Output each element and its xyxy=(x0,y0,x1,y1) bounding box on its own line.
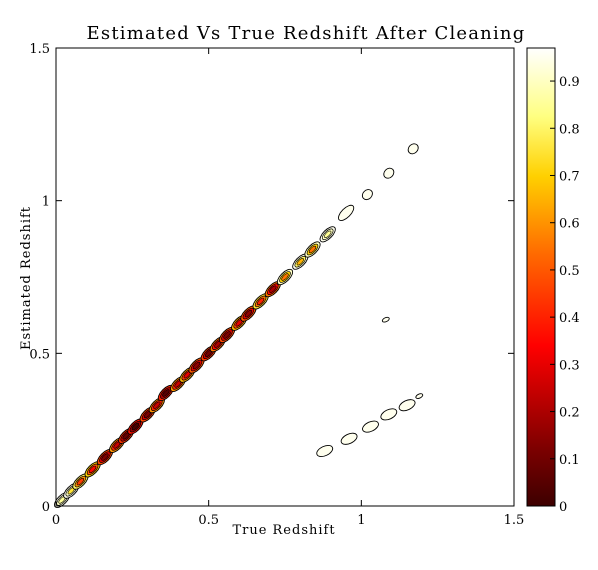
contour-blob xyxy=(304,241,321,258)
contour-blob xyxy=(383,167,395,179)
contour-outer-ring xyxy=(381,316,390,323)
colorbar-tick-label: 0.2 xyxy=(559,406,580,421)
contour-core xyxy=(192,361,201,370)
contour-blob xyxy=(415,393,424,399)
contour-marks xyxy=(54,143,424,508)
contour-outer-ring xyxy=(316,444,334,458)
colorbar-tick-label: 0.1 xyxy=(559,453,580,468)
contour-core xyxy=(324,230,332,238)
colorbar-tick-label: 0.9 xyxy=(559,75,580,90)
x-tick-label: 1 xyxy=(357,513,365,528)
contour-core xyxy=(308,245,317,254)
contour-blob xyxy=(316,444,334,458)
contour-outer-ring xyxy=(340,432,358,445)
x-tick-label: 0.5 xyxy=(198,513,219,528)
plot-frame xyxy=(55,47,515,507)
contour-blob xyxy=(252,293,269,310)
contour-outer-ring xyxy=(398,399,416,412)
x-axis-label: True Redshift xyxy=(232,523,335,538)
contour-blob xyxy=(338,204,355,221)
contour-core xyxy=(256,297,265,306)
colorbar: 0 0.1 0.2 0.3 0.4 0.5 0.6 0.7 0.8 0.9 xyxy=(526,47,580,515)
contour-outer-ring xyxy=(407,143,419,155)
contour-blob xyxy=(340,432,358,445)
contour-core xyxy=(76,477,85,486)
contour-outer-ring xyxy=(415,393,424,399)
contour-core xyxy=(281,273,289,281)
contour-core xyxy=(101,453,109,461)
contour-core xyxy=(269,285,277,293)
chart-title: Estimated Vs True Redshift After Cleanin… xyxy=(87,23,526,44)
contour-core xyxy=(88,465,97,474)
x-tick-label: 1.5 xyxy=(504,513,525,528)
contour-blob xyxy=(407,143,419,155)
contour-core xyxy=(131,422,140,431)
colorbar-tick-label: 0.6 xyxy=(559,217,580,232)
x-axis-ticks: 0 0.5 1 1.5 xyxy=(52,48,524,528)
contour-blob xyxy=(240,305,257,322)
contour-blob xyxy=(381,316,390,323)
contour-blob xyxy=(361,189,373,201)
colorbar-tick-label: 0.3 xyxy=(559,358,580,373)
colorbar-tick-label: 0.4 xyxy=(559,311,580,326)
y-tick-label: 1.5 xyxy=(29,42,50,57)
contour-blob xyxy=(319,226,336,243)
x-tick-label: 0 xyxy=(52,513,60,528)
contour-blob xyxy=(276,268,294,286)
contour-blob xyxy=(264,281,281,298)
contour-blob xyxy=(292,253,309,270)
contour-blob xyxy=(72,473,89,490)
contour-blob xyxy=(398,399,416,412)
contour-core xyxy=(223,331,231,339)
contour-outer-ring xyxy=(361,189,373,201)
y-tick-label: 0.5 xyxy=(29,347,50,362)
contour-outer-ring xyxy=(380,408,398,421)
plot-area: 0 0.5 1 1.5 0 0.5 1 1.5 xyxy=(29,42,524,528)
y-tick-label: 0 xyxy=(42,500,50,515)
contour-core xyxy=(296,258,304,266)
contour-core xyxy=(162,389,170,397)
colorbar-tick-label: 0 xyxy=(559,500,567,515)
contour-blob xyxy=(362,420,379,433)
contour-core xyxy=(244,309,253,318)
colorbar-tick-label: 0.8 xyxy=(559,122,580,137)
colorbar-tick-label: 0.5 xyxy=(559,264,580,279)
y-tick-label: 1 xyxy=(42,195,50,210)
contour-outer-ring xyxy=(362,420,379,433)
colorbar-gradient xyxy=(526,47,556,507)
contour-outer-ring xyxy=(383,167,395,179)
contour-blob xyxy=(157,384,174,402)
contour-blob xyxy=(127,418,144,435)
y-axis-label: Estimated Redshift xyxy=(19,206,34,350)
colorbar-ticks: 0 0.1 0.2 0.3 0.4 0.5 0.6 0.7 0.8 0.9 xyxy=(550,75,580,515)
contour-blob xyxy=(380,408,398,421)
contour-core xyxy=(153,401,161,409)
contour-outer-ring xyxy=(338,204,355,221)
colorbar-tick-label: 0.7 xyxy=(559,169,580,184)
y-axis-ticks: 0 0.5 1 1.5 xyxy=(29,42,514,515)
contour-blob xyxy=(96,449,113,466)
